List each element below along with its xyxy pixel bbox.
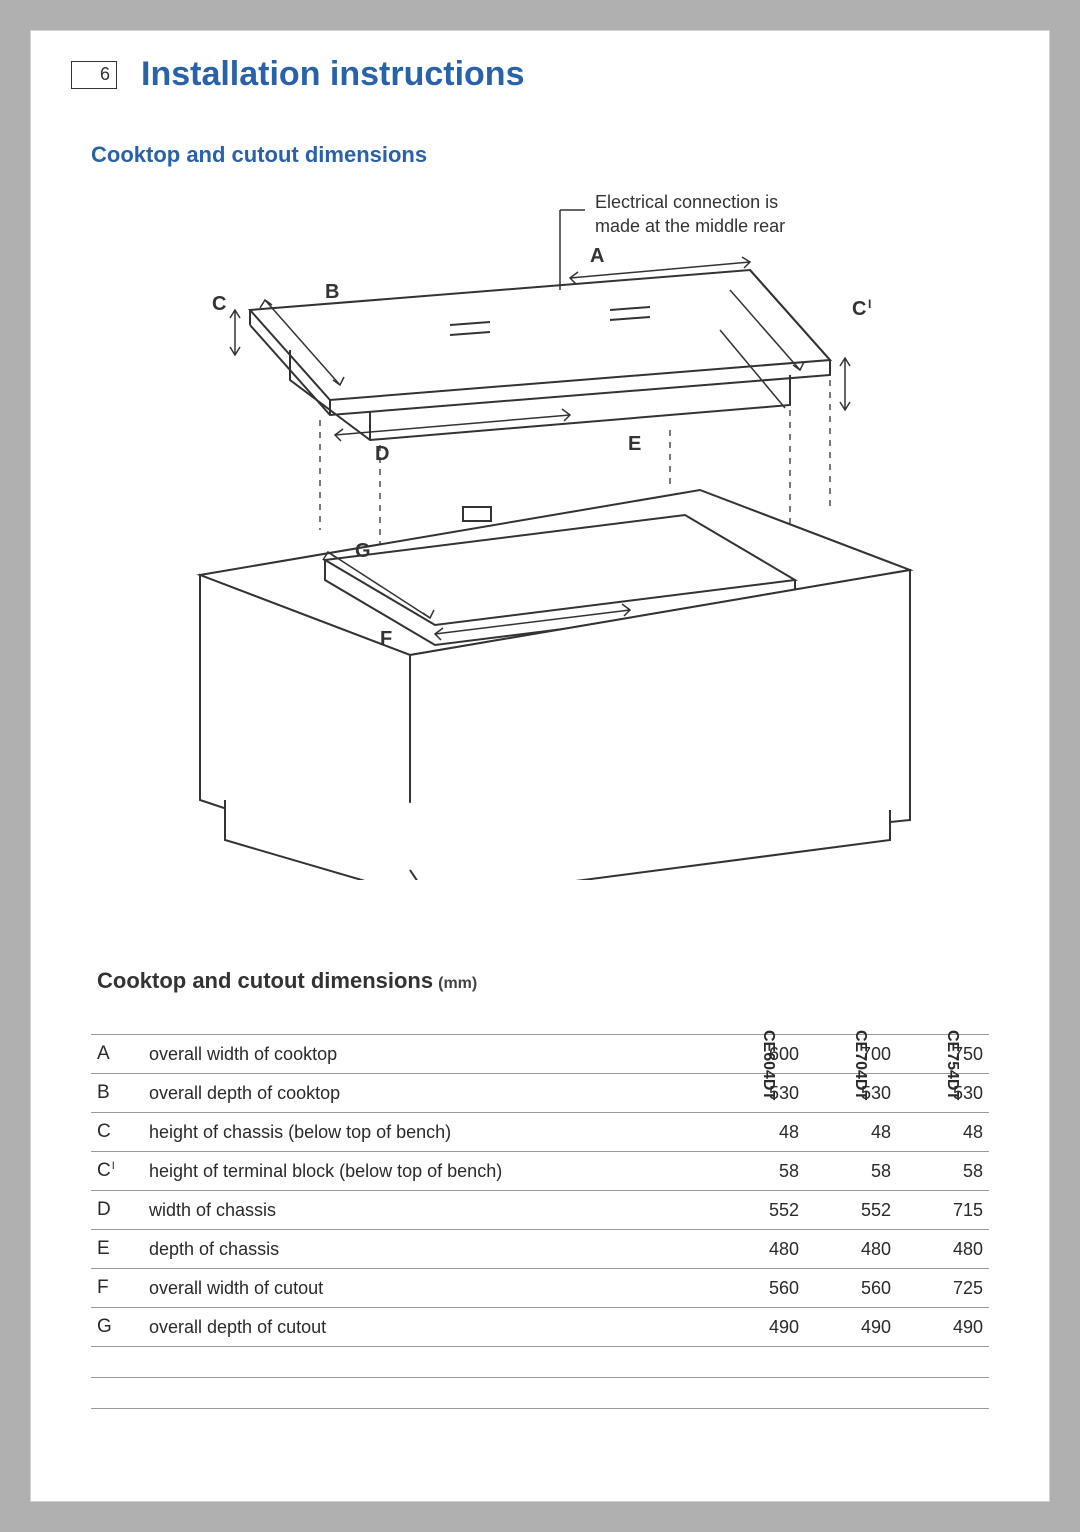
page-header: 6 Installation instructions <box>31 31 1049 102</box>
table-unit-text: (mm) <box>438 975 477 992</box>
row-value: 58 <box>897 1152 989 1191</box>
table-title-text: Cooktop and cutout dimensions <box>97 968 433 993</box>
row-value: 58 <box>805 1152 897 1191</box>
page-number-box: 6 <box>71 61 117 89</box>
row-desc: overall depth of cooktop <box>143 1074 713 1113</box>
page-title: Installation instructions <box>141 55 524 94</box>
diagram-label-a: A <box>590 245 604 267</box>
row-value: 490 <box>805 1308 897 1347</box>
table-row: Goverall depth of cutout490490490 <box>91 1308 989 1347</box>
row-value: 480 <box>713 1230 805 1269</box>
diagram-label-g: G <box>355 540 371 562</box>
diagram-label-c1: C <box>852 298 866 320</box>
table-row: Foverall width of cutout560560725 <box>91 1269 989 1308</box>
footer-rule <box>91 1377 989 1378</box>
row-value: 58 <box>713 1152 805 1191</box>
row-code: G <box>91 1308 143 1347</box>
row-value: 480 <box>897 1230 989 1269</box>
model-header-0: CE604DT <box>713 960 805 1035</box>
section-heading: Cooktop and cutout dimensions <box>91 142 989 168</box>
row-desc: depth of chassis <box>143 1230 713 1269</box>
row-value: 48 <box>897 1113 989 1152</box>
dimensions-table: Cooktop and cutout dimensions (mm) CE604… <box>91 960 989 1347</box>
diagram-label-f: F <box>380 628 392 650</box>
row-code: F <box>91 1269 143 1308</box>
row-code: E <box>91 1230 143 1269</box>
model-header-2: CE754DT <box>897 960 989 1035</box>
row-desc: overall width of cutout <box>143 1269 713 1308</box>
row-desc: height of terminal block (below top of b… <box>143 1152 713 1191</box>
row-value: 560 <box>713 1269 805 1308</box>
row-code: B <box>91 1074 143 1113</box>
diagram-label-c1-sup: I <box>868 297 871 311</box>
diagram-note-line2: made at the middle rear <box>595 216 785 236</box>
row-desc: overall depth of cutout <box>143 1308 713 1347</box>
model-header-1: CE704DT <box>805 960 897 1035</box>
row-value: 490 <box>897 1308 989 1347</box>
row-value: 552 <box>805 1191 897 1230</box>
footer-rules <box>91 1377 989 1409</box>
row-code: C <box>91 1113 143 1152</box>
row-desc: overall width of cooktop <box>143 1035 713 1074</box>
row-code: D <box>91 1191 143 1230</box>
row-value: 560 <box>805 1269 897 1308</box>
row-value: 552 <box>713 1191 805 1230</box>
row-desc: width of chassis <box>143 1191 713 1230</box>
row-value: 490 <box>713 1308 805 1347</box>
row-value: 725 <box>897 1269 989 1308</box>
content-area: Cooktop and cutout dimensions <box>31 102 1049 1409</box>
row-desc: height of chassis (below top of bench) <box>143 1113 713 1152</box>
row-value: 48 <box>713 1113 805 1152</box>
diagram-svg: Electrical connection is made at the mid… <box>130 180 950 880</box>
row-code: A <box>91 1035 143 1074</box>
page: 6 Installation instructions Cooktop and … <box>30 30 1050 1502</box>
diagram-label-b: B <box>325 281 339 303</box>
row-value: 48 <box>805 1113 897 1152</box>
table-row: Edepth of chassis480480480 <box>91 1230 989 1269</box>
diagram-label-d: D <box>375 443 389 465</box>
diagram-label-e: E <box>628 433 641 455</box>
table-row: CIheight of terminal block (below top of… <box>91 1152 989 1191</box>
page-number-text: 6 <box>100 64 110 85</box>
table-row: Cheight of chassis (below top of bench)4… <box>91 1113 989 1152</box>
row-value: 715 <box>897 1191 989 1230</box>
footer-rule <box>91 1408 989 1409</box>
diagram-note-line1: Electrical connection is <box>595 192 778 212</box>
diagram-label-c: C <box>212 293 226 315</box>
table-row: Dwidth of chassis552552715 <box>91 1191 989 1230</box>
row-value: 480 <box>805 1230 897 1269</box>
cooktop-diagram: Electrical connection is made at the mid… <box>130 180 950 880</box>
row-code: CI <box>91 1152 143 1191</box>
table-title-cell: Cooktop and cutout dimensions (mm) <box>91 960 713 1035</box>
